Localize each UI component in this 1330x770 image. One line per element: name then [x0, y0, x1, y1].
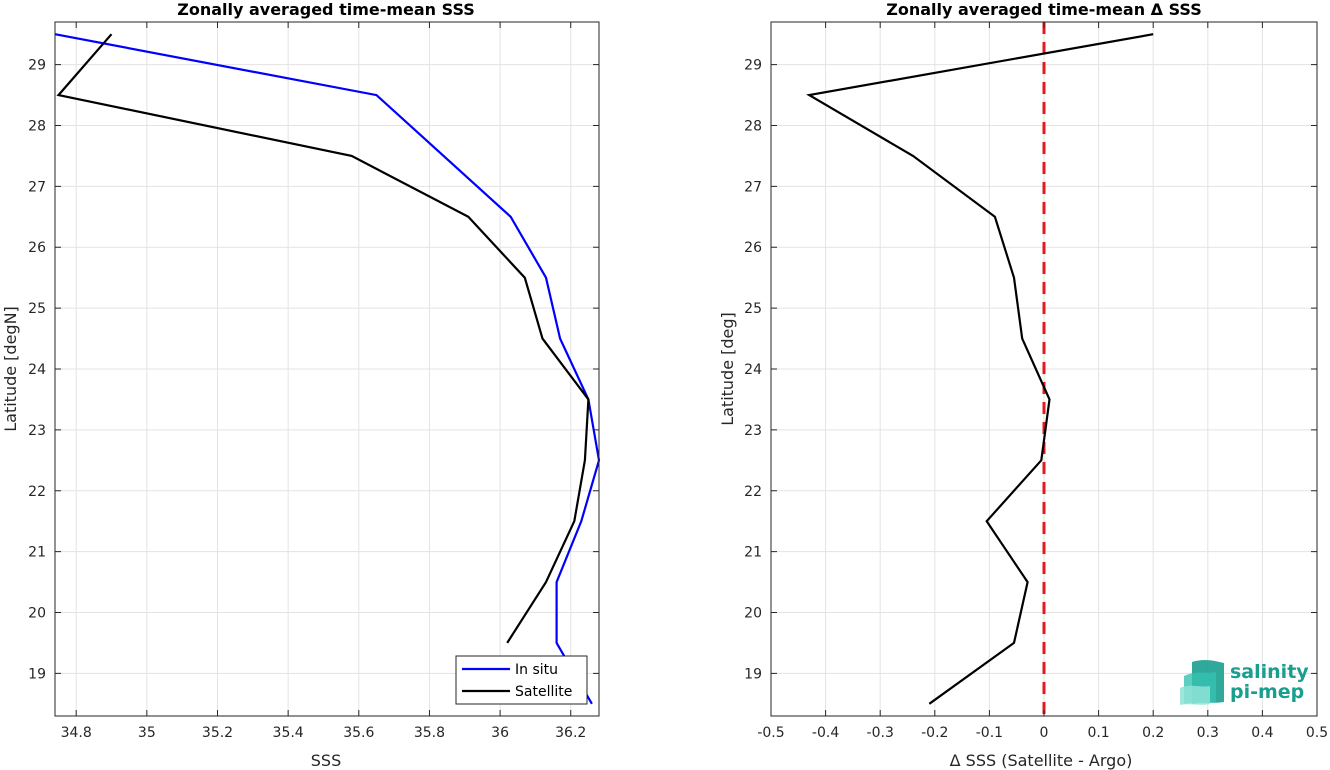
delta-y-tick-label: 20: [744, 606, 762, 622]
sss-y-tick-label: 22: [28, 484, 46, 500]
delta-x-tick-label: 0: [1040, 725, 1049, 741]
sss-x-tick-label: 35.4: [273, 725, 304, 741]
sss-x-tick-label: 34.8: [61, 725, 92, 741]
delta-y-tick-label: 22: [744, 484, 762, 500]
delta-y-tick-label: 23: [744, 423, 762, 439]
delta-x-tick-label: -0.2: [921, 725, 948, 741]
delta-x-tick-label: 0.5: [1306, 725, 1328, 741]
delta-x-tick-label: -0.1: [976, 725, 1003, 741]
logo-line-salinity: salinity: [1230, 661, 1309, 683]
sss-y-tick-label: 23: [28, 423, 46, 439]
salinity-pi-mep-logo: salinity pi-mep: [1180, 660, 1309, 705]
delta-x-tick-label: 0.4: [1251, 725, 1273, 741]
delta-y-tick-label: 26: [744, 240, 762, 256]
delta-y-tick-label: 27: [744, 179, 762, 195]
sss-y-tick-label: 20: [28, 606, 46, 622]
sss-y-tick-label: 28: [28, 118, 46, 134]
sss-x-tick-label: 35.2: [202, 725, 233, 741]
sss-y-tick-label: 24: [28, 362, 46, 378]
sss-legend: In situ Satellite: [456, 656, 587, 704]
delta-x-tick-label: -0.3: [867, 725, 894, 741]
delta-x-tick-label: 0.1: [1087, 725, 1109, 741]
delta-y-tick-label: 29: [744, 58, 762, 74]
logo-line-pi-mep: pi-mep: [1230, 681, 1304, 703]
sss-x-tick-label: 35.8: [414, 725, 445, 741]
delta-x-tick-label: 0.2: [1142, 725, 1164, 741]
delta-y-tick-label: 28: [744, 118, 762, 134]
sss-x-tick-label: 35: [138, 725, 156, 741]
delta-panel-title: Zonally averaged time-mean Δ SSS: [886, 0, 1202, 19]
sss-panel-title: Zonally averaged time-mean SSS: [177, 0, 475, 19]
sss-x-tick-label: 35.6: [343, 725, 374, 741]
legend-label-in-situ: In situ: [515, 662, 558, 678]
sss-y-axis-label: Latitude [degN]: [1, 306, 20, 432]
delta-x-tick-label: 0.3: [1197, 725, 1219, 741]
sss-x-tick-label: 36: [491, 725, 509, 741]
delta-y-tick-label: 21: [744, 545, 762, 561]
sss-y-tick-label: 29: [28, 58, 46, 74]
delta-x-tick-label: -0.4: [812, 725, 839, 741]
delta-y-axis-label: Latitude [deg]: [718, 312, 737, 426]
sss-panel: Zonally averaged time-mean SSS 34.8 35 35.…: [1, 0, 599, 770]
sss-y-tick-label: 25: [28, 301, 46, 317]
sss-y-tick-label: 19: [28, 666, 46, 682]
sss-x-tick-label: 36.2: [555, 725, 586, 741]
figure: Zonally averaged time-mean SSS 34.8 35 35.…: [0, 0, 1330, 770]
sss-y-tick-label: 26: [28, 240, 46, 256]
legend-label-satellite: Satellite: [515, 684, 572, 700]
sss-x-axis-label: SSS: [311, 751, 341, 770]
delta-y-tick-label: 24: [744, 362, 762, 378]
delta-x-axis-label: Δ SSS (Satellite - Argo): [950, 751, 1133, 770]
delta-y-tick-label: 25: [744, 301, 762, 317]
delta-sss-panel: Zonally averaged time-mean Δ SSS -0.5 -0.…: [718, 0, 1328, 770]
sss-y-tick-label: 21: [28, 545, 46, 561]
delta-y-tick-label: 19: [744, 666, 762, 682]
sss-y-tick-label: 27: [28, 179, 46, 195]
delta-x-tick-label: -0.5: [757, 725, 784, 741]
